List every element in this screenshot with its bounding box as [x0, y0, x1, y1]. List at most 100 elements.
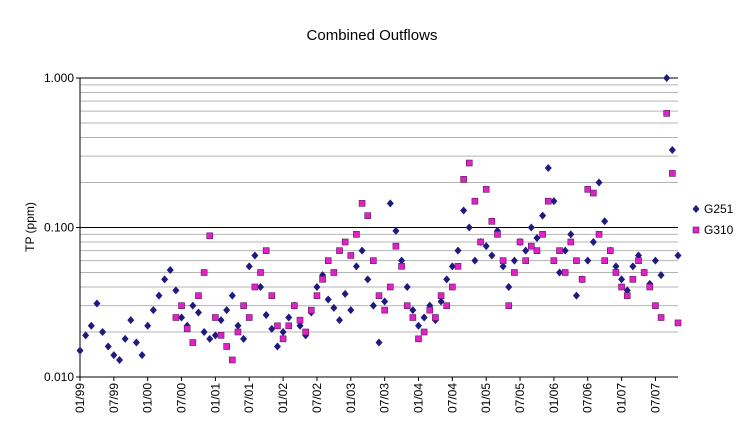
data-point-g310 — [183, 325, 191, 333]
x-tick-label: 07/99 — [107, 383, 121, 413]
data-point-g310 — [578, 276, 586, 283]
data-point-g251 — [556, 268, 564, 277]
data-point-g310 — [561, 269, 569, 276]
data-point-g310 — [240, 302, 247, 309]
data-point-g251 — [358, 246, 366, 255]
legend-marker-g251 — [692, 205, 700, 213]
data-point-g251 — [668, 145, 676, 154]
data-point-g251 — [93, 299, 101, 308]
data-point-g251 — [663, 74, 671, 82]
data-point-g310 — [499, 257, 507, 264]
data-point-g310 — [454, 263, 462, 270]
data-point-g310 — [443, 302, 450, 309]
x-tick-label: 01/00 — [141, 383, 155, 413]
data-point-g310 — [234, 328, 242, 336]
data-point-g251 — [403, 282, 411, 291]
data-point-g251 — [505, 282, 513, 291]
data-point-g310 — [296, 316, 304, 324]
data-point-g310 — [195, 292, 202, 299]
data-point-g310 — [432, 314, 439, 321]
data-point-g251 — [262, 310, 270, 319]
data-point-g310 — [341, 238, 349, 246]
data-point-g310 — [657, 314, 665, 321]
data-point-g310 — [206, 232, 214, 240]
y-tick-labels: 0.010 0.100 1.000 — [44, 71, 74, 384]
data-point-g310 — [308, 306, 315, 314]
data-point-g251 — [200, 327, 208, 336]
data-point-g251 — [279, 327, 287, 336]
data-point-g310 — [584, 186, 592, 193]
data-point-g251 — [589, 237, 597, 246]
data-point-g310 — [646, 283, 654, 291]
x-tick-label: 07/06 — [581, 383, 595, 413]
x-tick-label: 01/05 — [479, 383, 493, 413]
data-point-g251 — [104, 342, 112, 351]
x-tick-label: 01/02 — [276, 383, 290, 413]
data-point-g310 — [601, 257, 608, 264]
data-point-g251 — [386, 199, 394, 208]
data-point-g251 — [601, 217, 609, 226]
data-point-g310 — [245, 314, 253, 321]
data-point-g251 — [324, 295, 332, 304]
data-point-g310 — [251, 283, 259, 291]
data-point-g310 — [460, 176, 467, 183]
data-point-g251 — [245, 262, 253, 271]
data-point-g310 — [544, 197, 552, 205]
data-points — [76, 74, 682, 364]
data-point-g310 — [674, 319, 682, 327]
data-point-g310 — [595, 231, 603, 238]
data-point-g251 — [527, 223, 535, 232]
y-tick-label: 0.100 — [44, 221, 74, 235]
data-point-g251 — [618, 275, 626, 284]
data-point-g310 — [313, 292, 321, 299]
x-tick-label: 07/05 — [513, 383, 527, 413]
data-point-g251 — [76, 346, 84, 355]
data-point-g310 — [629, 276, 637, 283]
data-point-g310 — [178, 302, 185, 309]
data-point-g310 — [494, 231, 501, 238]
data-point-g310 — [550, 257, 558, 264]
data-point-g310 — [172, 314, 180, 321]
data-point-g251 — [206, 334, 214, 343]
data-point-g251 — [454, 246, 462, 255]
data-point-g310 — [573, 257, 580, 264]
data-point-g251 — [584, 256, 592, 265]
data-point-g251 — [99, 327, 107, 336]
data-point-g310 — [652, 302, 659, 309]
data-point-g310 — [623, 292, 631, 299]
data-point-g310 — [516, 238, 524, 246]
data-point-g251 — [155, 291, 163, 300]
data-point-g251 — [612, 262, 620, 271]
data-point-g310 — [375, 292, 383, 299]
data-point-g310 — [607, 247, 614, 254]
data-point-g310 — [285, 322, 293, 330]
data-point-g251 — [460, 206, 468, 215]
y-axis-label: TP (ppm) — [23, 202, 37, 252]
data-point-g310 — [488, 218, 496, 225]
data-point-g251 — [364, 275, 372, 284]
data-point-g310 — [612, 269, 620, 276]
data-point-g310 — [511, 269, 518, 276]
legend: G251 G310 — [692, 202, 734, 237]
data-point-g310 — [477, 238, 484, 246]
data-point-g310 — [223, 343, 230, 350]
data-point-g310 — [392, 242, 400, 250]
data-point-g251 — [375, 338, 383, 347]
legend-label-g251: G251 — [704, 202, 734, 216]
x-tick-label: 07/03 — [378, 383, 392, 413]
data-point-g251 — [347, 306, 355, 315]
data-point-g251 — [392, 226, 400, 235]
data-point-g251 — [488, 251, 496, 260]
data-point-g251 — [161, 275, 169, 284]
data-point-g251 — [567, 230, 575, 239]
data-point-g310 — [471, 197, 479, 205]
data-point-g251 — [234, 321, 242, 330]
data-point-g251 — [651, 256, 659, 265]
data-point-g251 — [539, 211, 547, 220]
data-point-g310 — [358, 200, 366, 207]
x-tick-label: 07/00 — [175, 383, 189, 413]
data-point-g310 — [669, 170, 676, 177]
data-point-g251 — [381, 297, 389, 306]
